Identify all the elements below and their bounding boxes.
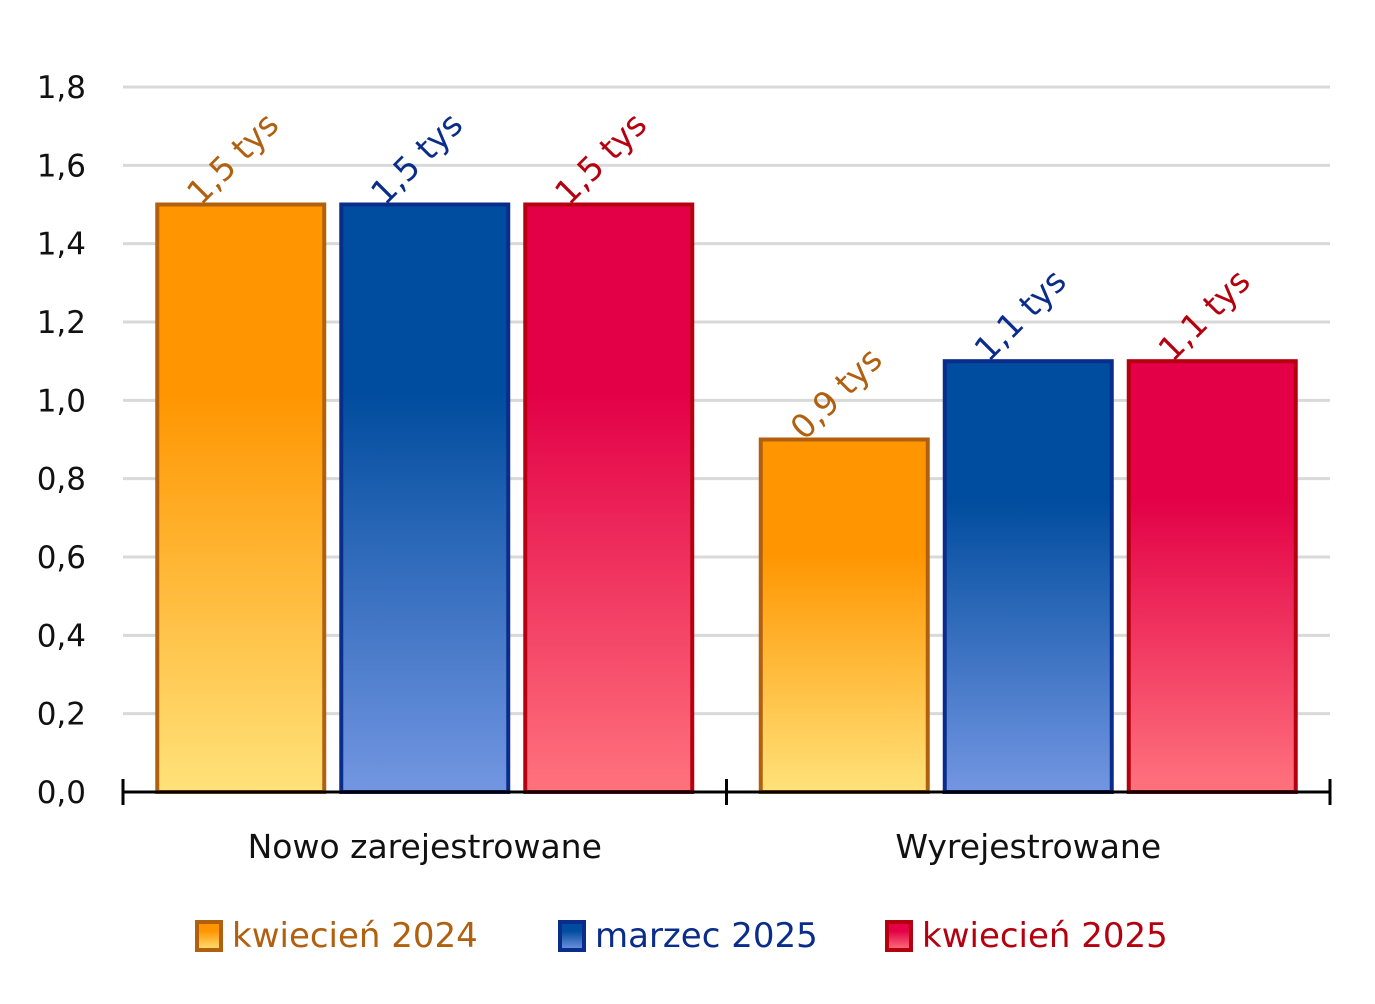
bars [155, 202, 1298, 794]
legend-item[interactable]: marzec 2025 [558, 916, 818, 956]
bar [523, 202, 695, 794]
legend-swatch [885, 920, 913, 952]
bar [758, 437, 930, 794]
bar [155, 202, 327, 794]
legend-label: kwiecień 2024 [232, 916, 478, 956]
legend-item[interactable]: kwiecień 2025 [885, 916, 1168, 956]
legend-swatch [558, 920, 586, 952]
data-label: 0,9 tys [783, 340, 890, 447]
bar [339, 202, 511, 794]
y-tick-label: 0,0 [37, 775, 86, 811]
bar [942, 359, 1114, 794]
y-tick-label: 1,4 [37, 227, 86, 263]
data-label: 1,5 tys [179, 105, 286, 212]
data-label: 1,5 tys [547, 105, 654, 212]
y-tick-label: 1,2 [37, 305, 86, 341]
data-label: 1,1 tys [1151, 261, 1258, 368]
y-tick-label: 1,0 [37, 383, 86, 419]
legend-label: marzec 2025 [595, 916, 818, 956]
legend-label: kwiecień 2025 [922, 916, 1168, 956]
y-tick-label: 0,2 [37, 697, 86, 733]
y-tick-label: 1,6 [37, 148, 86, 184]
y-tick-label: 1,8 [37, 70, 86, 106]
axes: 0,0 0,2 0,4 0,6 0,8 1,0 1,2 1,4 1,6 1,8 Nowo zarej… [37, 70, 1332, 866]
data-label: 1,1 tys [967, 261, 1074, 368]
y-tick-label: 0,4 [37, 618, 86, 654]
bar [1126, 359, 1298, 794]
legend-swatch [195, 920, 223, 952]
y-tick-label: 0,6 [37, 540, 86, 576]
data-label: 1,5 tys [363, 105, 470, 212]
legend-item[interactable]: kwiecień 2024 [195, 916, 478, 956]
legend[interactable]: kwiecień 2024 marzec 2025 kwiecień 2025 [195, 916, 1168, 956]
x-category-label: Nowo zarejestrowane [248, 827, 602, 866]
y-tick-label: 0,8 [37, 462, 86, 498]
x-category-label: Wyrejestrowane [895, 827, 1161, 866]
